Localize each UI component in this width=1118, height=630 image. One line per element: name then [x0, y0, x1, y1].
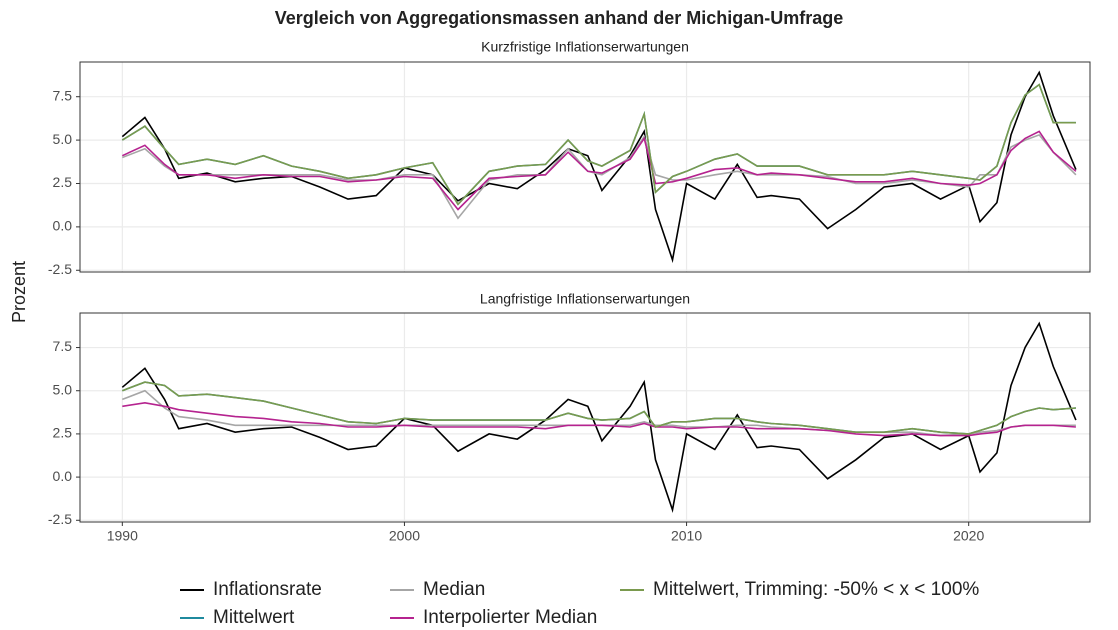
x-tick-label: 2020 [953, 528, 984, 544]
x-tick-label: 2000 [389, 528, 420, 544]
chart-title: Vergleich von Aggregationsmassen anhand … [275, 8, 843, 28]
y-tick-label: 5.0 [53, 131, 73, 147]
y-tick-label: 5.0 [53, 381, 73, 397]
panel-subtitle: Kurzfristige Inflationserwartungen [481, 39, 689, 55]
y-tick-label: -2.5 [48, 261, 72, 277]
series-line [122, 401, 1076, 437]
y-tick-label: 0.0 [53, 468, 73, 484]
panel-border [79, 61, 1091, 273]
y-tick-label: 0.0 [53, 218, 73, 234]
y-axis-label: Prozent [9, 261, 29, 323]
y-tick-label: 2.5 [53, 425, 73, 441]
legend-label: Median [423, 579, 485, 600]
panel-subtitle: Langfristige Inflationserwartungen [480, 291, 690, 307]
panel-border [79, 312, 1091, 523]
legend-label: Interpolierter Median [423, 607, 597, 628]
legend-label: Mittelwert [213, 607, 295, 628]
y-tick-label: 7.5 [53, 338, 73, 354]
legend-label: Mittelwert, Trimming: -50% < x < 100% [653, 579, 979, 600]
legend-label: Inflationsrate [213, 579, 322, 600]
y-tick-label: -2.5 [48, 511, 72, 527]
series-line [121, 130, 1077, 211]
series-line [122, 133, 1077, 220]
y-tick-label: 2.5 [53, 174, 73, 190]
y-tick-label: 7.5 [53, 87, 73, 103]
series-line [121, 83, 1076, 206]
series-line [122, 381, 1076, 435]
x-tick-label: 2010 [671, 528, 702, 544]
x-tick-label: 1990 [107, 528, 138, 544]
